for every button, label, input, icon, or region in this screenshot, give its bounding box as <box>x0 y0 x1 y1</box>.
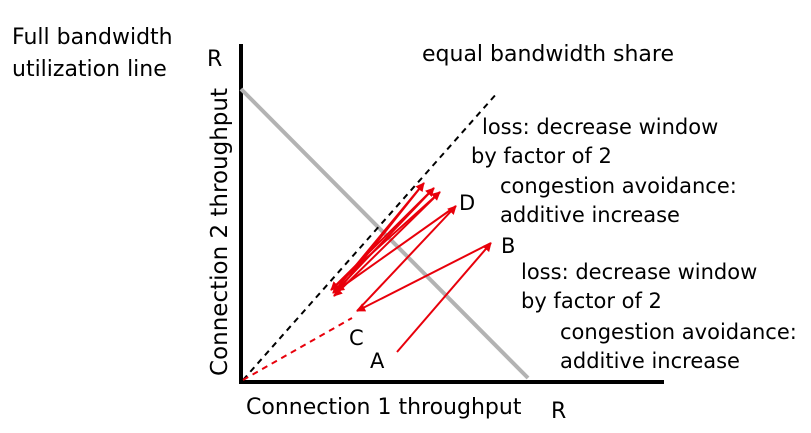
point-d-label: D <box>459 191 475 215</box>
equal-share-line <box>242 91 499 381</box>
lower-loss-line2: by factor of 2 <box>521 289 662 313</box>
full-bandwidth-label-line1: Full bandwidth <box>12 25 173 50</box>
lower-ca-line1: congestion avoidance: <box>560 320 797 344</box>
reduction-to-origin-dashed <box>242 317 353 381</box>
upper-loss-line2: by factor of 2 <box>471 144 612 168</box>
arrow-a-to-b <box>396 242 492 353</box>
arrow-back-3 <box>333 191 441 297</box>
upper-ca-line2: additive increase <box>500 203 680 227</box>
lower-loss-line1: loss: decrease window <box>521 260 757 284</box>
trajectory-arrows <box>330 182 492 353</box>
arrow-back-2 <box>330 187 435 291</box>
lower-ca-line2: additive increase <box>560 349 740 373</box>
y-axis-r-label: R <box>207 47 222 72</box>
arrow-c-to-d <box>356 205 457 312</box>
x-axis-r-label: R <box>551 399 566 424</box>
point-c-label: C <box>349 326 364 350</box>
equal-share-label: equal bandwidth share <box>422 42 674 67</box>
point-b-label: B <box>501 234 515 258</box>
x-axis-title: Connection 1 throughput <box>246 395 522 420</box>
y-axis-title: Connection 2 throughput <box>207 88 233 376</box>
arrow-d-back-1 <box>335 205 457 292</box>
arrow-back-4 <box>332 182 425 294</box>
point-a-label: A <box>370 349 385 373</box>
upper-loss-line1: loss: decrease window <box>482 115 718 139</box>
arrow-b-to-c <box>356 242 492 312</box>
full-bandwidth-label-line2: utilization line <box>12 57 167 82</box>
upper-ca-line1: congestion avoidance: <box>500 174 737 198</box>
